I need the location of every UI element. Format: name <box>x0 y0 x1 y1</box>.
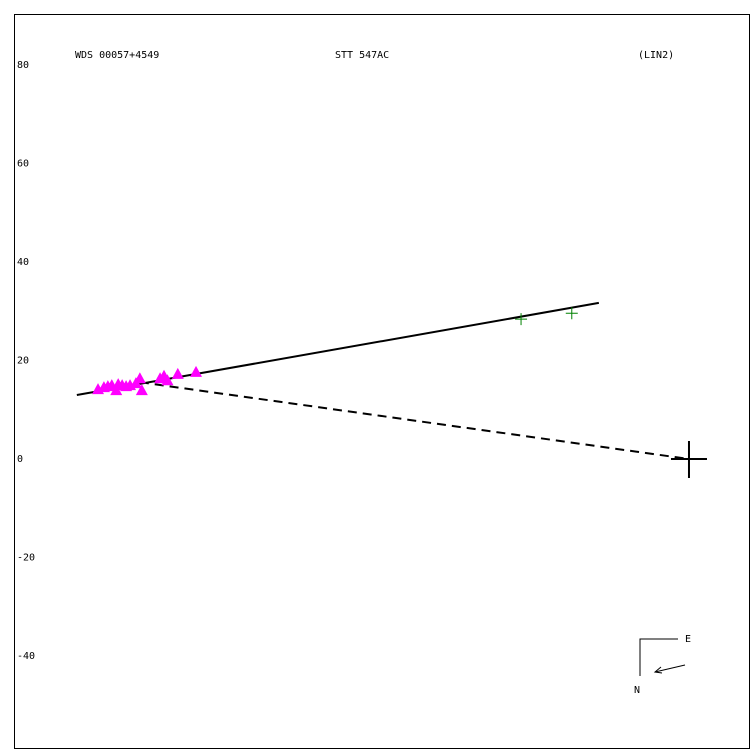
y-tick-label: 40 <box>17 257 29 268</box>
triangle-point <box>110 384 123 396</box>
chart-title: WDS 00057+4549 <box>75 50 159 61</box>
dashed-line <box>139 381 690 461</box>
compass-arrowhead <box>653 666 663 674</box>
triangle-point <box>171 367 184 379</box>
compass-arrow <box>654 664 686 673</box>
y-tick-label: 0 <box>17 454 23 465</box>
plot-frame <box>14 14 750 749</box>
y-tick-label: -40 <box>17 651 35 662</box>
compass-east: E <box>685 634 691 645</box>
compass: E N <box>634 634 691 696</box>
triangle-point <box>133 372 146 384</box>
plus-point <box>565 307 578 320</box>
annotation: (LIN2) <box>638 50 674 61</box>
y-tick-label: -20 <box>17 553 35 564</box>
y-tick-label: 80 <box>17 60 29 71</box>
plus-point <box>515 313 528 326</box>
compass-axes <box>639 638 678 676</box>
compass-north: N <box>634 685 640 696</box>
origin-cross <box>670 441 707 479</box>
triangle-point <box>190 365 203 377</box>
y-tick-label: 60 <box>17 159 29 170</box>
triangle-point <box>135 384 148 396</box>
chart-subtitle: STT 547AC <box>335 50 389 61</box>
y-tick-label: 20 <box>17 356 29 367</box>
triangle-point <box>161 374 174 386</box>
